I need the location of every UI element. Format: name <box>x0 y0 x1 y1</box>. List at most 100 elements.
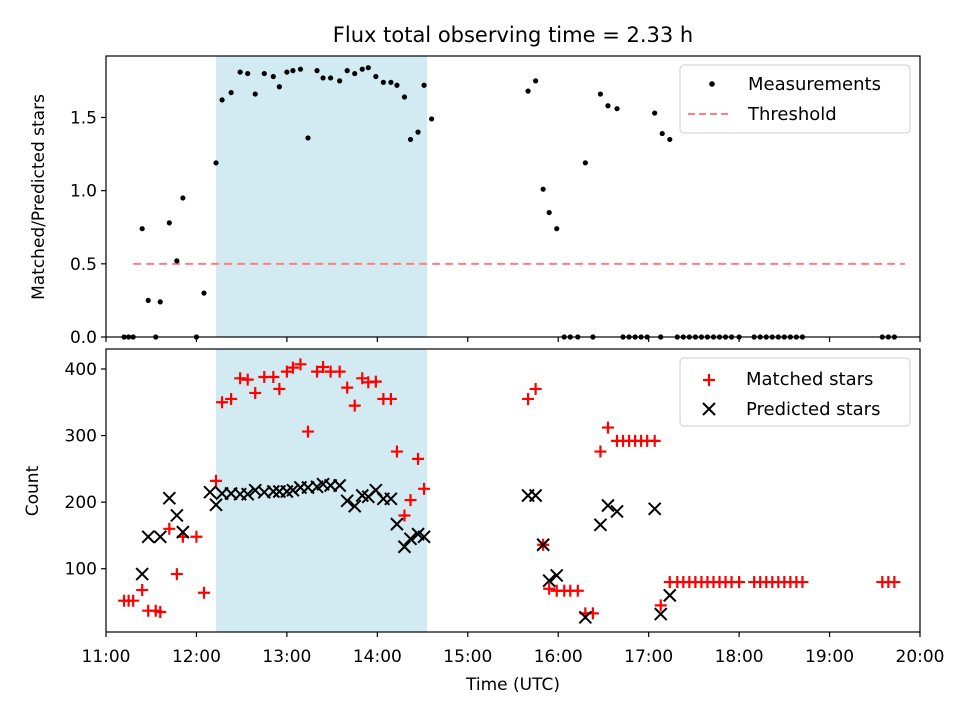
measurement-point <box>373 73 379 80</box>
matched-star-point <box>404 494 417 507</box>
predicted-star-point <box>384 492 398 506</box>
matched-star-point <box>249 386 262 399</box>
predicted-star-point <box>176 525 190 539</box>
x-tick-label: 12:00 <box>172 647 221 667</box>
measurement-point <box>139 226 145 232</box>
matched-star-point <box>412 452 425 465</box>
predicted-star-point <box>240 487 255 501</box>
legend-matched-marker <box>703 374 715 386</box>
matched-star-point <box>398 509 411 522</box>
measurement-point <box>546 209 552 216</box>
x-tick-label: 18:00 <box>715 647 764 667</box>
measurement-point <box>659 130 665 137</box>
matched-star-point <box>384 392 397 405</box>
x-tick-label: 19:00 <box>805 647 854 667</box>
predicted-star-point <box>348 499 362 513</box>
predicted-star-point <box>153 530 167 544</box>
predicted-star-point <box>162 491 177 505</box>
matched-star-point <box>369 375 382 388</box>
measurement-point <box>145 297 151 304</box>
measurement-point <box>337 78 343 84</box>
matched-star-point <box>280 365 293 378</box>
y-tick-label: 100 <box>65 560 97 580</box>
matched-star-point <box>273 382 286 395</box>
measurement-point <box>525 88 531 94</box>
matched-star-point <box>301 425 314 438</box>
measurement-point <box>554 226 560 232</box>
predicted-star-point <box>170 508 184 523</box>
predicted-star-point <box>593 518 608 532</box>
matched-star-point <box>654 599 667 612</box>
measurement-point <box>320 75 326 81</box>
top-y-axis: 0.0 0.5 1.0 1.5 <box>70 108 106 348</box>
predicted-star-point <box>578 610 593 625</box>
legend-predicted-label: Predicted stars <box>746 399 880 420</box>
matched-star-point <box>225 392 238 405</box>
measurement-point <box>667 136 673 143</box>
matched-star-point <box>210 474 223 487</box>
measurement-point <box>394 82 400 88</box>
predicted-star-point <box>550 568 564 583</box>
measurement-point <box>605 103 611 109</box>
matched-star-point <box>241 373 254 386</box>
measurement-point <box>213 160 219 166</box>
matched-star-point <box>356 372 369 385</box>
matched-star-point <box>543 582 556 595</box>
bottom-axes-frame <box>105 348 921 633</box>
legend-predicted-marker <box>702 402 716 416</box>
bottom-legend: Matched stars Predicted stars <box>679 357 911 427</box>
measurement-point <box>359 66 365 72</box>
predicted-star-point <box>528 488 543 503</box>
x-tick-label: 14:00 <box>353 647 402 667</box>
top-x-tick-marks <box>105 337 921 342</box>
predicted-star-point <box>536 538 550 552</box>
matched-star-point <box>529 382 542 395</box>
predicted-star-point <box>610 504 624 519</box>
predicted-star-point <box>663 588 677 603</box>
measurement-point <box>614 106 620 112</box>
matched-star-point <box>294 358 307 371</box>
measurement-point <box>245 70 251 77</box>
predicted-star-point <box>135 567 149 581</box>
matched-star-point <box>348 399 361 412</box>
measurement-point <box>652 110 658 116</box>
measurement-point <box>166 220 172 226</box>
bottom-x-axis: 11:00 12:00 13:00 14:00 15:00 16:00 17:00 18:00… <box>82 632 945 667</box>
y-tick-label: 1.5 <box>70 108 97 128</box>
measurement-point <box>540 186 546 192</box>
x-axis-label: Time (UTC) <box>465 675 560 695</box>
measurement-point <box>421 82 427 88</box>
measurement-point <box>201 290 207 296</box>
matched-star-point <box>154 606 167 619</box>
measurement-point <box>284 69 290 75</box>
matched-star-point <box>796 576 809 589</box>
bottom-y-axis: 100 200 300 400 <box>65 360 106 580</box>
measurement-point <box>380 79 386 85</box>
chart-title: Flux total observing time = 2.33 h <box>333 23 693 47</box>
predicted-star-point <box>647 502 662 516</box>
top-axes-frame <box>105 55 921 338</box>
measurement-point <box>228 89 234 96</box>
measurement-point <box>597 91 604 97</box>
y-tick-label: 1.0 <box>70 182 97 202</box>
observing-interval-shade-top <box>216 56 428 337</box>
x-tick-label: 11:00 <box>82 647 131 667</box>
y-tick-label: 0.5 <box>70 255 97 275</box>
matched-star-point <box>136 584 149 597</box>
matched-star-point <box>571 584 584 597</box>
predicted-star-point <box>286 483 300 497</box>
predicted-star-point <box>403 532 418 546</box>
top-y-axis-label: Matched/Predicted stars <box>29 94 49 300</box>
measurement-point <box>365 65 371 71</box>
measurement-point <box>276 84 282 90</box>
predicted-star-point <box>417 530 431 544</box>
x-tick-label: 16:00 <box>534 647 583 667</box>
measurement-point <box>252 91 258 97</box>
x-tick-label: 17:00 <box>624 647 673 667</box>
measurement-point <box>219 97 225 103</box>
measurement-point <box>415 129 421 135</box>
measurement-point <box>290 68 296 74</box>
predicted-star-point <box>332 478 347 493</box>
matched-star-point <box>311 365 324 378</box>
matched-star-point <box>163 522 176 535</box>
